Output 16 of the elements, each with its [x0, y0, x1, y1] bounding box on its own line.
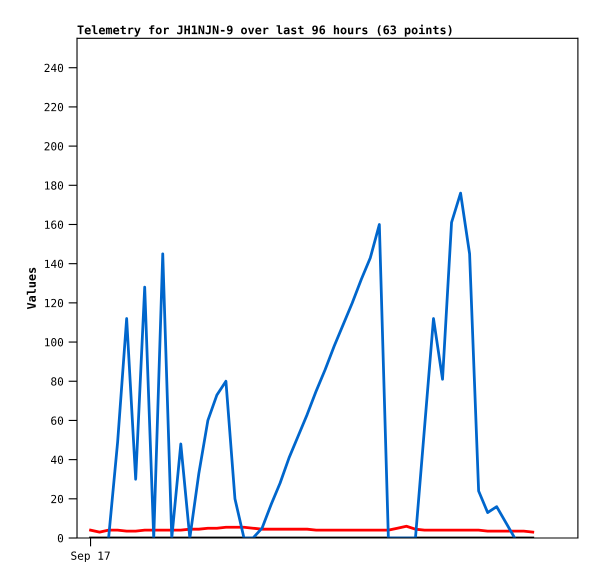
- y-tick-label: 200: [44, 142, 64, 151]
- y-tick-label: 120: [45, 298, 64, 308]
- y-tick-label: 100: [45, 338, 64, 346]
- y-tick-label: 20: [51, 494, 64, 504]
- y-tick-label: 60: [51, 416, 64, 425]
- x-tick-label: Sep 17: [71, 551, 110, 562]
- chart-title: Telemetry for JH1NJN-9 over last 96 hours (63 points): [78, 24, 452, 37]
- y-tick-label: 0: [58, 534, 64, 542]
- y-tick-label: 180: [45, 181, 64, 190]
- y-tick-label: 220: [44, 102, 64, 112]
- y-axis-title: Values: [26, 268, 36, 310]
- y-tick-label: 160: [45, 220, 64, 229]
- y-tick-label: 40: [50, 456, 64, 464]
- y-tick-label: 80: [51, 377, 64, 386]
- y-tick-label: 140: [45, 260, 64, 268]
- y-tick-label: 240: [44, 64, 64, 72]
